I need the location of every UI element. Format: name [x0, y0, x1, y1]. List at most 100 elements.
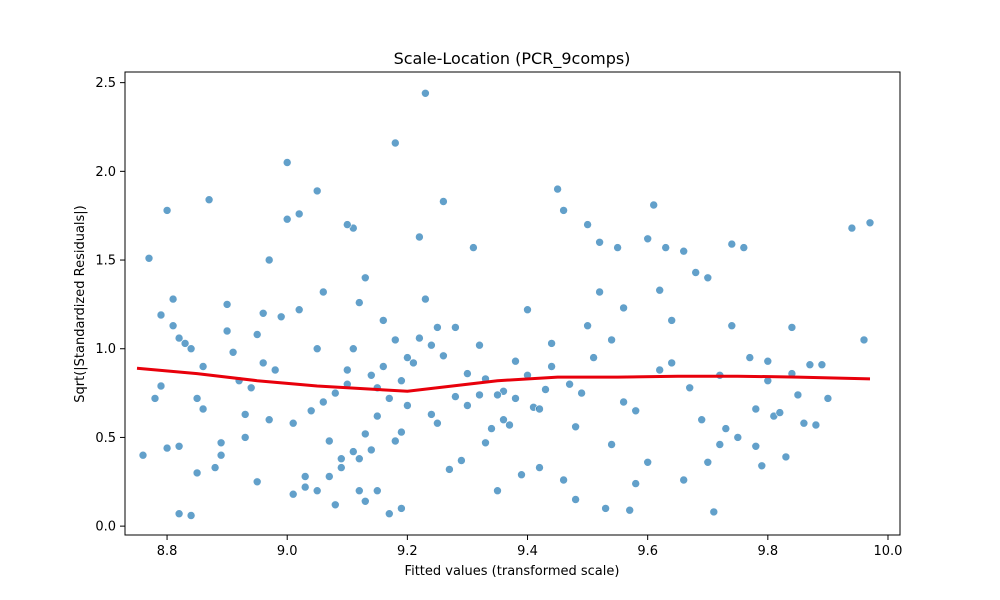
data-point — [252, 330, 262, 339]
data-point — [258, 308, 268, 318]
data-point — [150, 394, 160, 403]
data-point — [511, 356, 520, 366]
data-point — [463, 369, 472, 378]
data-point — [210, 463, 220, 472]
data-point — [463, 401, 472, 410]
y-axis-label: Sqrt(|Standardized Residuals|) — [73, 205, 88, 402]
data-point — [811, 420, 821, 430]
data-point — [487, 424, 496, 433]
data-point — [433, 323, 442, 332]
data-point — [360, 496, 370, 506]
data-point — [186, 511, 196, 520]
data-point — [697, 415, 707, 425]
data-point — [318, 287, 328, 297]
data-point — [865, 218, 875, 228]
data-point — [439, 351, 448, 361]
data-point — [342, 220, 352, 229]
data-point — [397, 376, 406, 386]
data-point — [216, 450, 226, 460]
y-tick-label: 0.0 — [95, 520, 116, 535]
x-axis-ticks: 8.8 9.0 9.2 9.4 9.6 9.8 10.0 — [157, 535, 903, 559]
data-point — [366, 445, 376, 455]
data-point — [174, 333, 184, 343]
data-point — [409, 358, 418, 368]
y-tick-label: 2.5 — [95, 76, 116, 91]
data-point — [324, 472, 334, 481]
data-point — [366, 370, 376, 380]
data-point — [390, 436, 400, 446]
x-tick-label: 10.0 — [874, 544, 903, 559]
data-point — [631, 406, 641, 416]
y-tick-label: 2.0 — [95, 165, 116, 180]
data-point — [691, 268, 701, 277]
data-point — [427, 410, 436, 419]
data-point — [168, 321, 178, 331]
data-point — [643, 457, 653, 467]
data-point — [264, 415, 274, 425]
data-point — [354, 454, 364, 464]
data-point — [679, 246, 689, 256]
data-point — [607, 335, 616, 345]
data-point — [403, 401, 412, 410]
data-point — [324, 436, 334, 446]
data-point — [144, 253, 154, 263]
y-tick-label: 1.5 — [95, 254, 116, 269]
data-point — [619, 397, 628, 407]
data-point — [336, 454, 346, 464]
data-point — [318, 397, 328, 407]
y-tick-label: 1.0 — [95, 342, 116, 357]
data-point — [192, 394, 202, 403]
data-point — [300, 482, 310, 492]
data-point — [685, 383, 695, 393]
data-point — [721, 424, 731, 433]
data-point — [168, 294, 178, 304]
data-point — [451, 323, 460, 332]
data-point — [655, 365, 665, 375]
data-point — [727, 239, 737, 249]
data-point — [649, 200, 659, 210]
data-point — [378, 316, 388, 325]
data-point — [216, 438, 226, 448]
data-point — [228, 347, 238, 357]
data-point — [787, 323, 797, 332]
x-tick-label: 9.0 — [277, 544, 298, 559]
data-point — [715, 440, 725, 449]
data-point — [745, 353, 755, 362]
data-point — [445, 465, 454, 474]
data-point — [354, 298, 364, 307]
data-point — [372, 486, 382, 496]
data-point — [240, 433, 250, 442]
x-tick-label: 8.8 — [157, 544, 178, 559]
x-tick-label: 9.6 — [637, 544, 658, 559]
data-point — [360, 273, 370, 283]
data-point — [378, 362, 388, 371]
data-point — [306, 406, 316, 416]
data-point — [192, 468, 202, 478]
chart-title: Scale-Location (PCR_9comps) — [394, 49, 631, 69]
data-point — [703, 273, 713, 283]
data-point — [288, 418, 298, 428]
y-axis-ticks: 0.0 0.5 1.0 1.5 2.0 2.5 — [95, 76, 125, 535]
data-point — [415, 333, 424, 343]
data-point — [240, 410, 250, 419]
data-point — [198, 404, 208, 414]
data-point — [523, 305, 532, 315]
data-point — [859, 335, 869, 345]
data-point — [397, 504, 406, 513]
data-point — [264, 255, 274, 265]
data-point — [475, 340, 484, 350]
data-point — [817, 360, 827, 370]
data-point — [667, 358, 677, 368]
data-point — [403, 353, 412, 362]
data-point — [384, 394, 394, 403]
data-point — [336, 463, 346, 472]
data-point — [601, 504, 610, 513]
data-point — [493, 486, 502, 496]
data-point — [619, 303, 628, 313]
data-point — [415, 232, 424, 242]
data-point — [390, 335, 400, 345]
data-point — [300, 472, 310, 481]
data-point — [421, 89, 430, 98]
data-point — [475, 390, 484, 400]
data-point — [571, 422, 580, 432]
